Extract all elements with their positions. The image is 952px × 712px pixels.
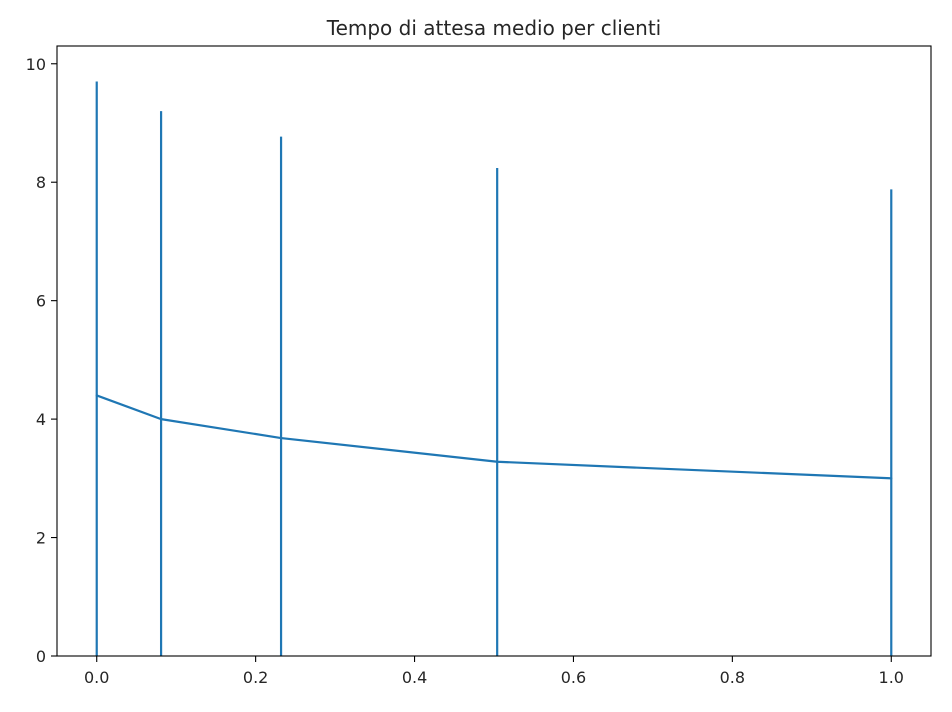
y-tick-label: 4 [36,410,46,429]
data-point [890,477,893,480]
y-tick-label: 8 [36,173,46,192]
data-point [159,418,163,421]
x-tick-label: 0.8 [720,668,745,687]
data-point [496,460,499,463]
data-point [279,436,283,440]
y-tick-label: 6 [36,292,46,311]
chart-title: Tempo di attesa medio per clienti [326,16,661,40]
y-tick-label: 2 [36,529,46,548]
x-tick-label: 1.0 [879,668,904,687]
axes: 0.0 0.2 0.4 0.6 0.8 1.0 0 2 4 6 8 10 [26,45,932,687]
plot-area [95,81,893,656]
y-tick-label: 10 [26,55,46,74]
data-point [95,394,98,397]
axes-frame [56,45,932,657]
x-tick-label: 0.0 [84,668,109,687]
x-tick-label: 0.2 [243,668,268,687]
x-tick-label: 0.6 [561,668,586,687]
x-tick-label: 0.4 [402,668,427,687]
y-tick-label: 0 [36,647,46,666]
